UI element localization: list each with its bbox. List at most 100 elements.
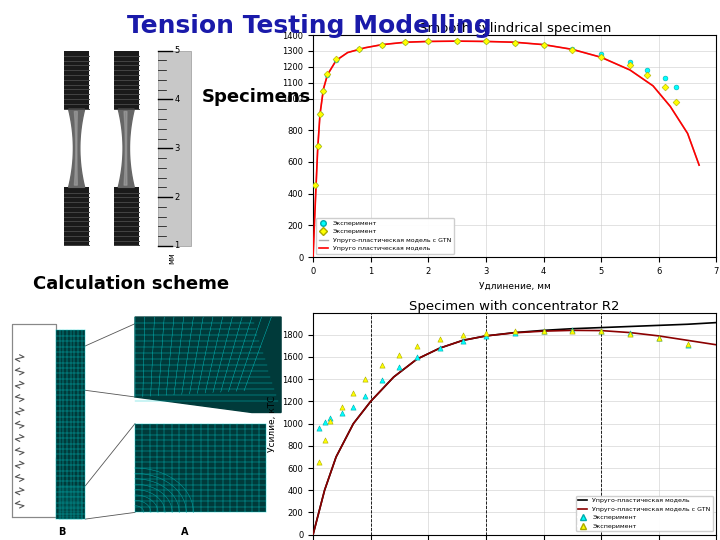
Point: [330, 55, 342, 64]
Bar: [56, 330, 86, 519]
Point: [509, 329, 521, 338]
Point: [480, 37, 492, 46]
Title: Specimen with concentrator R2: Specimen with concentrator R2: [410, 300, 620, 313]
Legend: Упруго-пластическая модель, Упруго-пластическая модель с GTN, Эксперимент, Экспе: Упруго-пластическая модель, Упруго-пласт…: [575, 496, 714, 531]
Point: [394, 350, 405, 359]
Point: [480, 328, 492, 337]
Polygon shape: [118, 109, 135, 187]
Point: [653, 333, 665, 342]
Point: [567, 44, 578, 53]
Point: [595, 52, 607, 61]
Point: [310, 180, 321, 189]
Text: 4: 4: [174, 95, 180, 104]
Point: [377, 40, 388, 49]
Point: [322, 70, 333, 78]
Point: [653, 333, 665, 342]
Text: мм: мм: [167, 253, 176, 265]
Point: [318, 86, 329, 95]
Point: [509, 38, 521, 47]
Point: [314, 110, 325, 119]
Point: [377, 40, 388, 49]
Point: [318, 86, 329, 95]
Point: [348, 388, 359, 397]
Point: [642, 71, 653, 79]
Point: [509, 39, 521, 48]
Bar: [59, 486, 83, 519]
Point: [509, 327, 521, 336]
Polygon shape: [124, 111, 127, 185]
Point: [624, 61, 636, 70]
Point: [595, 50, 607, 59]
Y-axis label: Усилие, кТС: Усилие, кТС: [268, 395, 276, 452]
Point: [336, 408, 348, 417]
Point: [354, 45, 365, 53]
Polygon shape: [12, 323, 76, 517]
FancyBboxPatch shape: [64, 187, 89, 246]
Point: [595, 326, 607, 335]
Point: [336, 403, 348, 411]
Point: [319, 418, 330, 427]
Point: [538, 327, 549, 336]
Polygon shape: [68, 109, 85, 187]
Point: [423, 37, 434, 45]
Point: [595, 327, 607, 335]
Point: [322, 70, 333, 79]
X-axis label: Удлинение, мм: Удлинение, мм: [479, 281, 551, 291]
Text: 2: 2: [174, 193, 180, 201]
Point: [538, 40, 549, 49]
Point: [659, 83, 670, 92]
Point: [457, 337, 469, 346]
Title: Smooth cylindrical specimen: Smooth cylindrical specimen: [418, 22, 611, 35]
Text: 5: 5: [174, 46, 180, 55]
Point: [400, 38, 411, 46]
Legend: Эксперимент, Эксперимент, Упруго-пластическая модель с GTN, Упруго пластическая : Эксперимент, Эксперимент, Упруго-пластич…: [316, 218, 454, 254]
Point: [359, 375, 371, 383]
Point: [359, 392, 371, 400]
Point: [423, 37, 434, 45]
Point: [313, 424, 325, 433]
Polygon shape: [74, 111, 77, 185]
Point: [659, 73, 670, 82]
Bar: [135, 423, 266, 512]
Point: [377, 376, 388, 384]
Text: Calculation scheme: Calculation scheme: [33, 275, 229, 293]
Point: [451, 36, 463, 45]
Point: [538, 41, 549, 50]
Point: [319, 436, 330, 444]
Point: [394, 363, 405, 372]
Point: [313, 458, 325, 467]
Text: Tension Testing Modelling: Tension Testing Modelling: [127, 14, 492, 37]
Point: [377, 361, 388, 369]
Point: [624, 328, 636, 337]
Point: [411, 342, 423, 350]
Text: A: A: [181, 527, 189, 537]
Point: [624, 329, 636, 338]
Point: [400, 38, 411, 46]
Point: [682, 339, 693, 348]
Point: [411, 353, 423, 361]
Point: [567, 45, 578, 54]
Point: [682, 340, 693, 349]
Point: [480, 37, 492, 46]
FancyBboxPatch shape: [158, 51, 191, 246]
Point: [325, 417, 336, 426]
Point: [567, 326, 578, 335]
Text: Specimens: Specimens: [202, 88, 312, 106]
Point: [330, 56, 342, 64]
Point: [670, 97, 682, 106]
Text: 3: 3: [174, 144, 180, 153]
FancyBboxPatch shape: [114, 187, 139, 246]
FancyBboxPatch shape: [114, 51, 139, 109]
Point: [457, 330, 469, 339]
Point: [312, 142, 323, 151]
Point: [538, 327, 549, 335]
Point: [325, 414, 336, 422]
Point: [567, 326, 578, 335]
Point: [670, 83, 682, 92]
Point: [434, 335, 446, 343]
FancyBboxPatch shape: [64, 51, 89, 109]
Point: [434, 344, 446, 353]
Text: B: B: [58, 527, 66, 537]
Point: [312, 142, 323, 151]
Point: [451, 37, 463, 45]
